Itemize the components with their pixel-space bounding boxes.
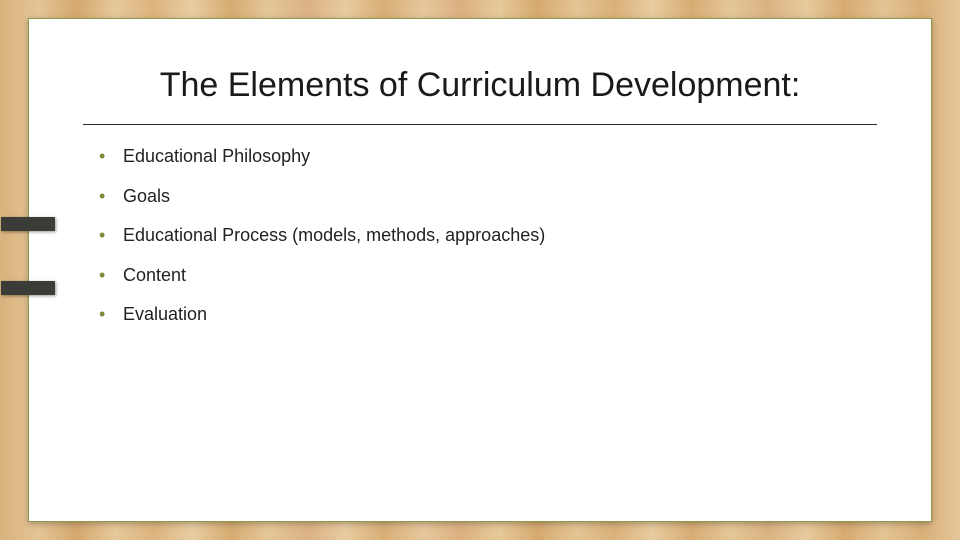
bullet-text: Content [123,265,186,285]
title-divider [83,124,877,125]
bullet-list: Educational Philosophy Goals Educational… [99,145,931,326]
list-item: Content [99,264,931,287]
bullet-text: Educational Process (models, methods, ap… [123,225,545,245]
list-item: Educational Process (models, methods, ap… [99,224,931,247]
list-item: Goals [99,185,931,208]
bullet-text: Educational Philosophy [123,146,310,166]
slide-card: The Elements of Curriculum Development: … [28,18,932,522]
bullet-text: Goals [123,186,170,206]
bullet-text: Evaluation [123,304,207,324]
decor-bar-bottom [1,281,55,295]
slide-title: The Elements of Curriculum Development: [29,19,931,106]
list-item: Educational Philosophy [99,145,931,168]
list-item: Evaluation [99,303,931,326]
decor-bar-top [1,217,55,231]
